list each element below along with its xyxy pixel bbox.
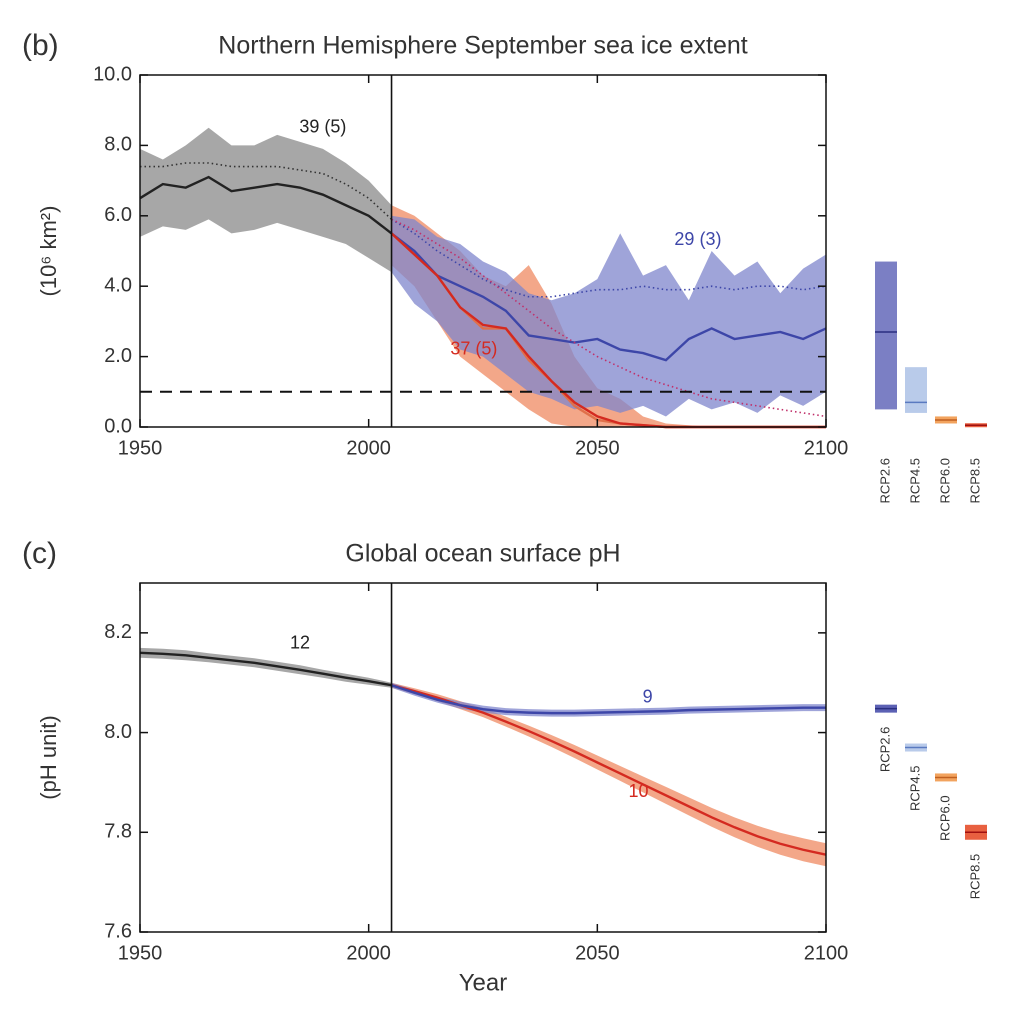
annotation: 12 (290, 633, 310, 653)
dotted-line (391, 218, 827, 298)
y-tick-label: 0.0 (104, 415, 132, 437)
y-tick-label: 6.0 (104, 204, 132, 226)
dotted-line (140, 162, 393, 220)
mean-line (139, 175, 393, 235)
annotation: 10 (628, 781, 648, 801)
range-label: RCP2.6 (877, 458, 892, 504)
y-axis-label: (pH unit) (36, 715, 61, 799)
x-tick-label: 1950 (118, 437, 163, 459)
chart-title: Northern Hemisphere September sea ice ex… (218, 32, 747, 60)
range-label: RCP4.5 (907, 458, 922, 504)
y-axis-label: (10⁶ km²) (36, 206, 61, 297)
y-tick-label: 10.0 (93, 63, 132, 85)
y-tick-label: 7.8 (104, 821, 132, 843)
range-label: RCP6.0 (937, 458, 952, 504)
x-tick-label: 2050 (575, 942, 620, 964)
annotation: 29 (3) (674, 229, 721, 249)
annotation: 37 (5) (450, 338, 497, 358)
range-label: RCP2.6 (877, 727, 892, 773)
plot-frame (139, 74, 827, 428)
x-tick-label: 2050 (575, 437, 620, 459)
uncertainty-band (391, 205, 826, 427)
y-tick-label: 4.0 (104, 274, 132, 296)
panel-label: (b) (22, 29, 59, 62)
uncertainty-band (140, 127, 392, 273)
y-tick-label: 8.0 (104, 721, 132, 743)
range-bar (905, 367, 927, 413)
range-bar (875, 261, 897, 410)
uncertainty-band (391, 215, 826, 417)
x-tick-label: 2100 (804, 942, 849, 964)
mean-line (390, 232, 827, 362)
x-tick-label: 2000 (346, 942, 391, 964)
mean-line (391, 684, 826, 715)
annotation: 39 (5) (299, 117, 346, 137)
x-axis-label: Year (459, 969, 508, 996)
chart-title: Global ocean surface pH (345, 540, 620, 568)
uncertainty-band (391, 682, 826, 717)
y-tick-label: 8.2 (104, 621, 132, 643)
y-tick-label: 2.0 (104, 345, 132, 367)
x-tick-label: 1950 (118, 942, 163, 964)
range-label: RCP6.0 (937, 795, 952, 841)
plot-frame (139, 582, 827, 933)
annotation: 9 (643, 686, 653, 706)
range-label: RCP8.5 (967, 458, 982, 504)
y-tick-label: 8.0 (104, 134, 132, 156)
range-label: RCP8.5 (967, 854, 982, 900)
x-tick-label: 2100 (804, 437, 849, 459)
range-label: RCP4.5 (907, 766, 922, 812)
panel-label: (c) (22, 537, 57, 570)
x-tick-label: 2000 (346, 437, 391, 459)
mean-line (139, 651, 392, 687)
y-tick-label: 7.6 (104, 920, 132, 942)
